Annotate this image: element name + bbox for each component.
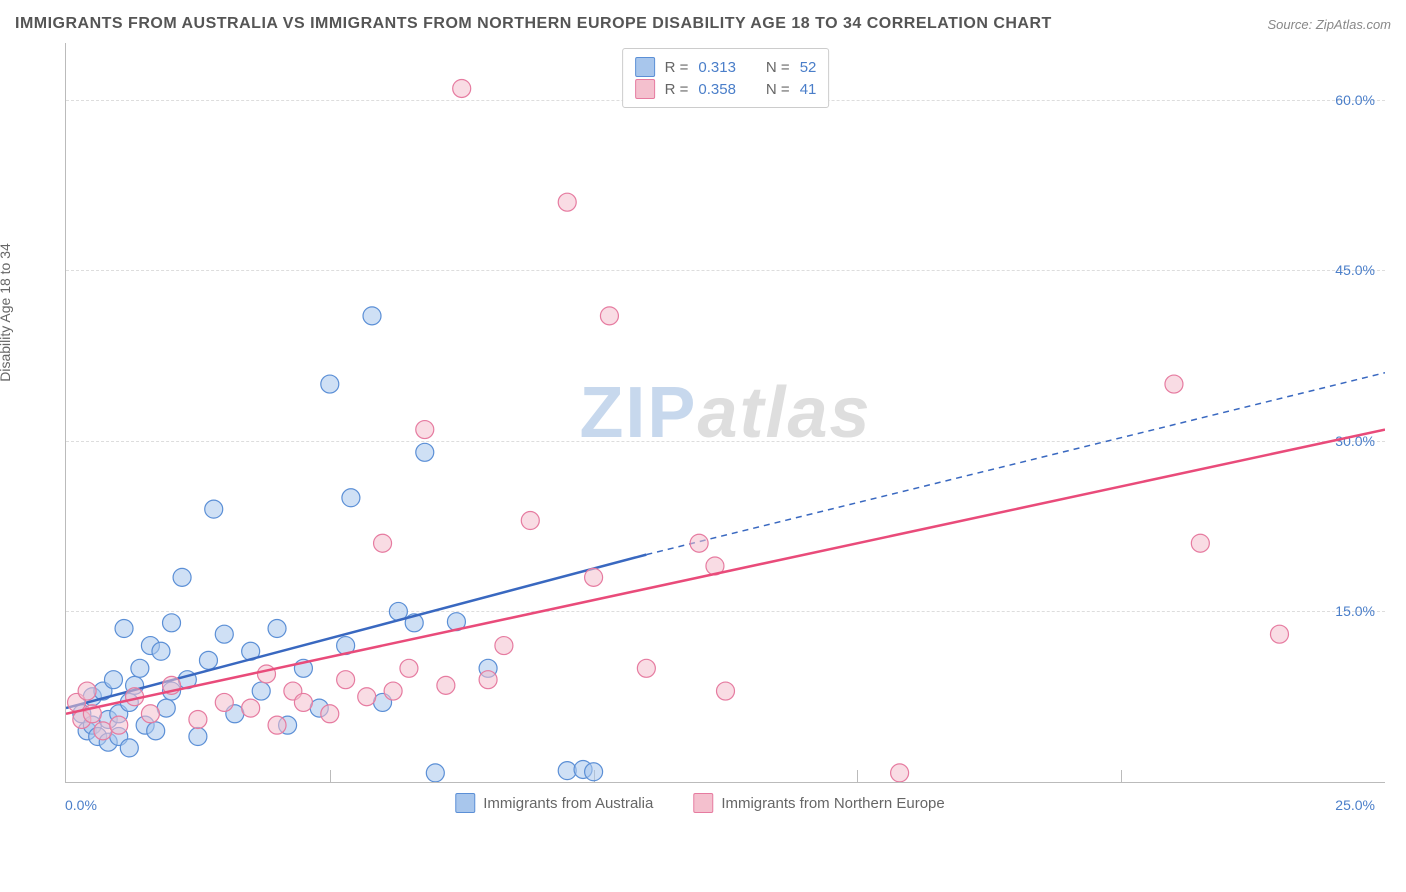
x-min-label: 0.0%: [65, 797, 97, 813]
scatter-point: [199, 651, 217, 669]
legend-r-label: R =: [665, 81, 689, 98]
scatter-point: [110, 716, 128, 734]
scatter-point: [637, 659, 655, 677]
scatter-point: [1191, 534, 1209, 552]
scatter-point: [189, 710, 207, 728]
legend-swatch-pink-icon: [693, 793, 713, 813]
scatter-point: [163, 614, 181, 632]
bottom-legend: Immigrants from Australia Immigrants fro…: [455, 793, 944, 813]
scatter-point: [1270, 625, 1288, 643]
scatter-point: [337, 671, 355, 689]
scatter-point: [152, 642, 170, 660]
scatter-plot-svg: [66, 43, 1385, 782]
scatter-point: [215, 625, 233, 643]
scatter-point: [252, 682, 270, 700]
regression-line-dashed: [646, 373, 1385, 555]
scatter-point: [891, 764, 909, 782]
legend-n-value: 52: [800, 59, 817, 76]
legend-swatch-blue-icon: [455, 793, 475, 813]
y-axis-label: Disability Age 18 to 34: [0, 243, 13, 382]
scatter-point: [268, 620, 286, 638]
legend-stats: R = 0.313 N = 52 R = 0.358 N = 41: [622, 48, 830, 108]
chart-source: Source: ZipAtlas.com: [1267, 17, 1391, 32]
bottom-legend-item: Immigrants from Northern Europe: [693, 793, 944, 813]
scatter-point: [495, 637, 513, 655]
bottom-legend-label: Immigrants from Northern Europe: [721, 795, 944, 812]
regression-line: [66, 555, 646, 708]
scatter-point: [131, 659, 149, 677]
chart-header: IMMIGRANTS FROM AUSTRALIA VS IMMIGRANTS …: [15, 15, 1391, 33]
scatter-point: [437, 676, 455, 694]
scatter-point: [384, 682, 402, 700]
scatter-point: [358, 688, 376, 706]
legend-row: R = 0.313 N = 52: [635, 57, 817, 77]
scatter-point: [521, 512, 539, 530]
scatter-point: [173, 568, 191, 586]
scatter-point: [416, 421, 434, 439]
scatter-point: [141, 705, 159, 723]
scatter-point: [558, 193, 576, 211]
scatter-point: [268, 716, 286, 734]
bottom-legend-item: Immigrants from Australia: [455, 793, 653, 813]
scatter-point: [479, 671, 497, 689]
scatter-point: [120, 739, 138, 757]
scatter-point: [257, 665, 275, 683]
scatter-point: [400, 659, 418, 677]
legend-n-label: N =: [766, 81, 790, 98]
legend-n-value: 41: [800, 81, 817, 98]
scatter-point: [115, 620, 133, 638]
scatter-point: [717, 682, 735, 700]
scatter-point: [294, 693, 312, 711]
scatter-point: [374, 534, 392, 552]
scatter-point: [104, 671, 122, 689]
scatter-point: [585, 568, 603, 586]
chart-container: Disability Age 18 to 34 ZIPatlas R = 0.3…: [15, 43, 1385, 843]
scatter-point: [690, 534, 708, 552]
legend-r-value: 0.313: [698, 59, 736, 76]
scatter-point: [242, 699, 260, 717]
legend-r-value: 0.358: [698, 81, 736, 98]
scatter-point: [585, 763, 603, 781]
scatter-point: [78, 682, 96, 700]
scatter-point: [1165, 375, 1183, 393]
legend-swatch-pink: [635, 79, 655, 99]
scatter-point: [426, 764, 444, 782]
scatter-point: [416, 443, 434, 461]
plot-area: ZIPatlas R = 0.313 N = 52 R = 0.358 N = …: [65, 43, 1385, 783]
legend-n-label: N =: [766, 59, 790, 76]
scatter-point: [321, 375, 339, 393]
scatter-point: [321, 705, 339, 723]
scatter-point: [205, 500, 223, 518]
legend-r-label: R =: [665, 59, 689, 76]
chart-title: IMMIGRANTS FROM AUSTRALIA VS IMMIGRANTS …: [15, 15, 1052, 33]
scatter-point: [189, 728, 207, 746]
bottom-legend-label: Immigrants from Australia: [483, 795, 653, 812]
scatter-point: [600, 307, 618, 325]
legend-swatch-blue: [635, 57, 655, 77]
scatter-point: [363, 307, 381, 325]
scatter-point: [342, 489, 360, 507]
scatter-point: [147, 722, 165, 740]
x-max-label: 25.0%: [1335, 797, 1375, 813]
regression-line: [66, 430, 1385, 714]
scatter-point: [453, 79, 471, 97]
scatter-point: [215, 693, 233, 711]
legend-row: R = 0.358 N = 41: [635, 79, 817, 99]
